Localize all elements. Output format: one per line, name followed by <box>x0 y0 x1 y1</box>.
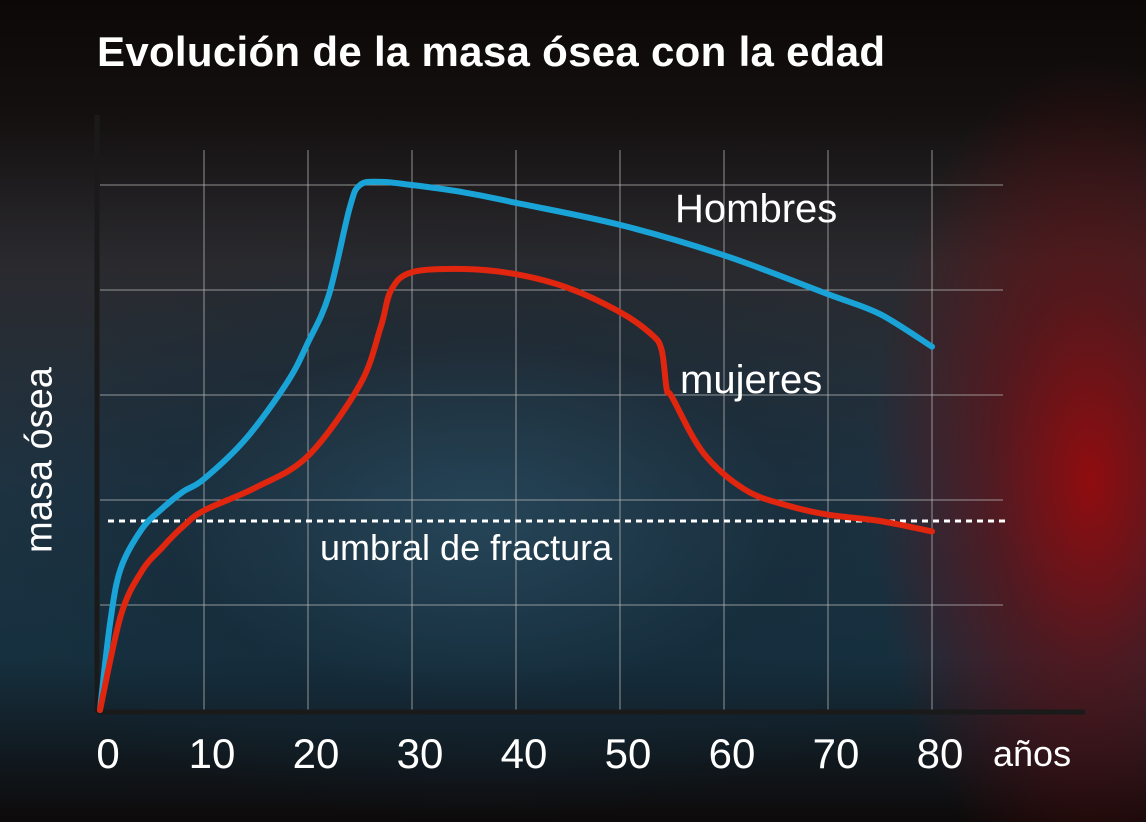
x-tick-label: 40 <box>501 730 548 777</box>
chart-title: Evolución de la masa ósea con la edad <box>97 28 886 75</box>
series-label-mujeres: mujeres <box>680 358 822 402</box>
grid <box>100 150 1003 710</box>
x-tick-label: 80 <box>917 730 964 777</box>
x-tick-label: 10 <box>189 730 236 777</box>
x-tick-label: 20 <box>293 730 340 777</box>
x-tick-label: 50 <box>605 730 652 777</box>
series-label-hombres: Hombres <box>675 187 837 231</box>
x-tick-label: 0 <box>96 730 119 777</box>
series-group <box>97 178 935 713</box>
axes <box>94 115 1085 715</box>
threshold-label: umbral de fractura <box>320 527 613 568</box>
x-tick-label: 70 <box>813 730 860 777</box>
x-tick-label: 60 <box>709 730 756 777</box>
labels-group: 0 10 20 30 40 50 60 70 80 años Hombres mujeres <box>96 187 1071 777</box>
series-line-mujeres <box>97 265 935 713</box>
x-axis-label: años <box>993 733 1071 774</box>
fracture-threshold: umbral de fractura <box>108 519 1005 568</box>
x-tick-label: 30 <box>397 730 444 777</box>
series-line-hombres <box>97 178 935 713</box>
